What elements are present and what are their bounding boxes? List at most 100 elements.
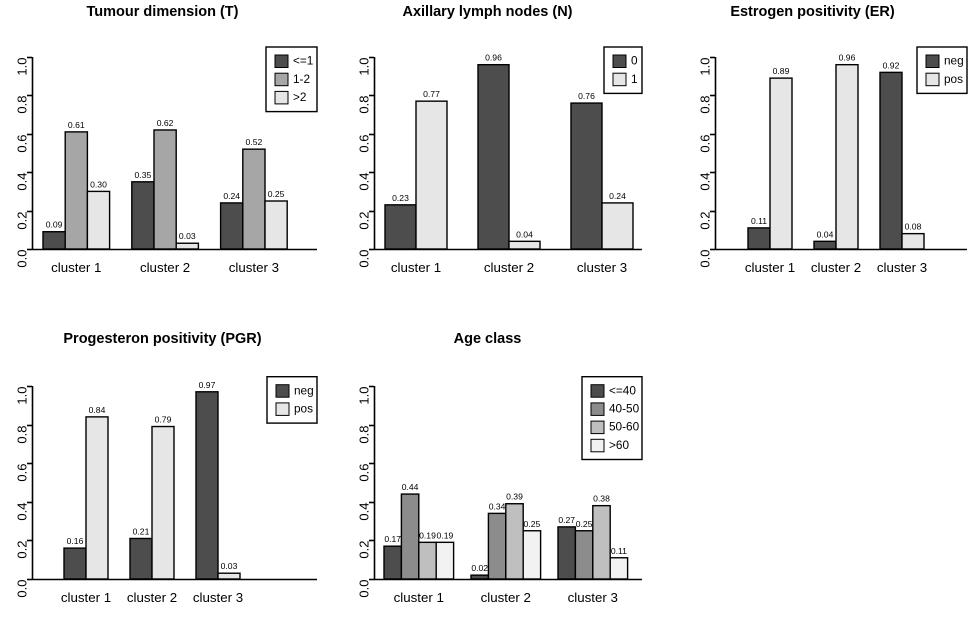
svg-text:Estrogen positivity (ER): Estrogen positivity (ER) <box>730 4 895 20</box>
svg-text:0.19: 0.19 <box>437 530 454 540</box>
svg-text:0.2: 0.2 <box>14 212 29 230</box>
svg-text:Axillary lymph nodes (N): Axillary lymph nodes (N) <box>402 4 572 20</box>
svg-text:0.19: 0.19 <box>419 530 436 540</box>
svg-text:0.23: 0.23 <box>392 193 409 203</box>
svg-text:0.03: 0.03 <box>179 231 196 241</box>
svg-text:0.24: 0.24 <box>609 191 626 201</box>
svg-text:0.04: 0.04 <box>516 229 533 239</box>
svg-text:0.21: 0.21 <box>133 526 150 536</box>
svg-text:0.0: 0.0 <box>356 250 371 268</box>
svg-text:pos: pos <box>294 401 313 415</box>
svg-text:0.2: 0.2 <box>356 540 371 558</box>
svg-text:Tumour dimension (T): Tumour dimension (T) <box>87 4 239 20</box>
svg-text:cluster 3: cluster 3 <box>229 260 279 275</box>
svg-text:Age class: Age class <box>454 331 522 347</box>
svg-text:0.6: 0.6 <box>356 463 371 481</box>
svg-text:Progesteron positivity (PGR): Progesteron positivity (PGR) <box>63 331 261 347</box>
svg-text:0.76: 0.76 <box>578 91 595 101</box>
svg-text:cluster 1: cluster 1 <box>61 590 111 605</box>
svg-text:<=40: <=40 <box>609 383 636 397</box>
svg-text:0.11: 0.11 <box>751 216 767 226</box>
svg-text:0.38: 0.38 <box>593 493 610 503</box>
svg-text:0.02: 0.02 <box>471 563 488 573</box>
svg-text:cluster 2: cluster 2 <box>481 590 531 605</box>
svg-text:0.04: 0.04 <box>817 229 834 239</box>
svg-text:0.8: 0.8 <box>356 96 371 114</box>
svg-text:0.6: 0.6 <box>356 135 371 153</box>
svg-text:0.08: 0.08 <box>905 222 922 232</box>
svg-text:1.0: 1.0 <box>14 386 29 404</box>
svg-text:cluster 2: cluster 2 <box>484 260 534 275</box>
svg-text:0.4: 0.4 <box>356 173 371 191</box>
svg-text:0.8: 0.8 <box>14 425 29 443</box>
svg-text:0.09: 0.09 <box>46 220 63 230</box>
svg-text:0.25: 0.25 <box>576 518 593 528</box>
svg-text:pos: pos <box>944 72 963 86</box>
svg-text:neg: neg <box>944 54 964 68</box>
svg-text:0.8: 0.8 <box>356 425 371 443</box>
svg-text:0.2: 0.2 <box>697 212 712 230</box>
svg-text:0.27: 0.27 <box>558 514 575 524</box>
svg-text:>60: >60 <box>609 437 629 451</box>
svg-text:cluster 2: cluster 2 <box>140 260 190 275</box>
svg-text:0.6: 0.6 <box>14 463 29 481</box>
svg-text:0.96: 0.96 <box>485 53 502 63</box>
svg-text:0.30: 0.30 <box>90 179 107 189</box>
svg-text:cluster 1: cluster 1 <box>394 590 444 605</box>
svg-text:cluster 3: cluster 3 <box>568 590 618 605</box>
svg-text:1: 1 <box>631 72 638 86</box>
svg-text:0.79: 0.79 <box>155 414 172 424</box>
svg-text:cluster 3: cluster 3 <box>577 260 627 275</box>
svg-text:0.44: 0.44 <box>402 482 419 492</box>
svg-text:40-50: 40-50 <box>609 401 640 415</box>
svg-text:0.84: 0.84 <box>89 404 106 414</box>
svg-text:0.61: 0.61 <box>68 120 85 130</box>
svg-text:50-60: 50-60 <box>609 419 640 433</box>
svg-text:0.8: 0.8 <box>14 96 29 114</box>
svg-text:0.24: 0.24 <box>223 191 240 201</box>
svg-text:0.11: 0.11 <box>611 545 627 555</box>
svg-text:0.62: 0.62 <box>157 118 174 128</box>
svg-text:0.35: 0.35 <box>135 170 152 180</box>
svg-text:0.52: 0.52 <box>246 137 263 147</box>
svg-text:0.4: 0.4 <box>697 173 712 191</box>
svg-text:0.6: 0.6 <box>697 135 712 153</box>
svg-text:0.16: 0.16 <box>67 536 84 546</box>
svg-text:neg: neg <box>294 383 314 397</box>
svg-text:cluster 3: cluster 3 <box>193 590 243 605</box>
svg-text:<=1: <=1 <box>293 54 313 68</box>
svg-text:0.34: 0.34 <box>489 501 506 511</box>
svg-text:1-2: 1-2 <box>293 72 310 86</box>
svg-text:cluster 1: cluster 1 <box>745 260 795 275</box>
svg-text:0.17: 0.17 <box>384 534 401 544</box>
svg-text:0.92: 0.92 <box>883 60 900 70</box>
svg-text:0.03: 0.03 <box>221 561 238 571</box>
svg-text:0.0: 0.0 <box>697 250 712 268</box>
svg-text:>2: >2 <box>293 90 306 104</box>
svg-text:1.0: 1.0 <box>697 58 712 76</box>
svg-text:0.89: 0.89 <box>773 66 790 76</box>
svg-text:0.0: 0.0 <box>356 579 371 597</box>
svg-text:0.96: 0.96 <box>839 53 856 63</box>
svg-text:0.25: 0.25 <box>268 189 285 199</box>
svg-text:0.39: 0.39 <box>506 491 523 501</box>
svg-text:cluster 2: cluster 2 <box>811 260 861 275</box>
svg-text:0.4: 0.4 <box>14 173 29 191</box>
svg-text:0.2: 0.2 <box>356 212 371 230</box>
svg-text:0: 0 <box>631 54 638 68</box>
svg-text:0.8: 0.8 <box>697 96 712 114</box>
svg-text:cluster 3: cluster 3 <box>877 260 927 275</box>
svg-text:1.0: 1.0 <box>356 58 371 76</box>
svg-text:cluster 1: cluster 1 <box>51 260 101 275</box>
svg-text:1.0: 1.0 <box>14 58 29 76</box>
svg-text:0.6: 0.6 <box>14 135 29 153</box>
svg-text:cluster 1: cluster 1 <box>391 260 441 275</box>
svg-text:0.25: 0.25 <box>524 518 541 528</box>
svg-text:0.77: 0.77 <box>423 89 440 99</box>
svg-text:0.2: 0.2 <box>14 540 29 558</box>
svg-text:0.0: 0.0 <box>14 250 29 268</box>
svg-text:1.0: 1.0 <box>356 386 371 404</box>
svg-text:0.4: 0.4 <box>14 502 29 520</box>
svg-text:0.97: 0.97 <box>199 379 216 389</box>
svg-text:0.0: 0.0 <box>14 579 29 597</box>
